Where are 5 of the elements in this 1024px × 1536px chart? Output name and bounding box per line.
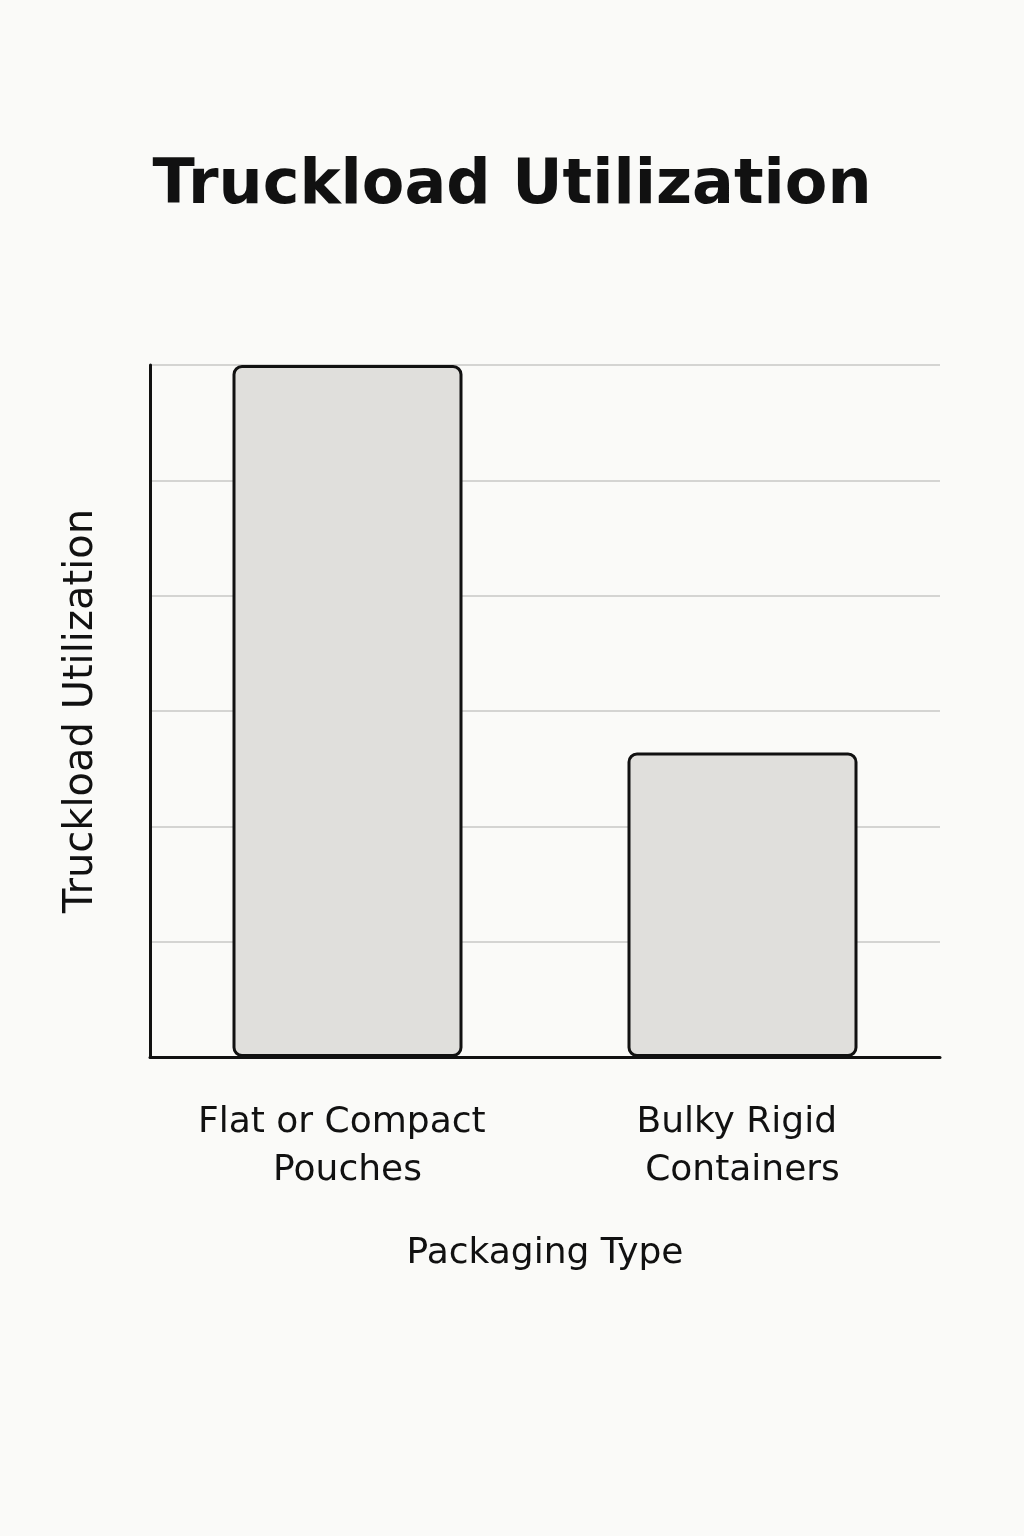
x-axis-title: Packaging Type: [406, 1229, 684, 1271]
y-axis-title: Truckload Utilization: [152, 144, 872, 218]
text: Truckload Utilization: [55, 508, 101, 915]
x-tick-label: Bulky Rigid Containers: [636, 1098, 849, 1188]
x-tick-label: Flat or Compact Pouches: [197, 1098, 498, 1188]
